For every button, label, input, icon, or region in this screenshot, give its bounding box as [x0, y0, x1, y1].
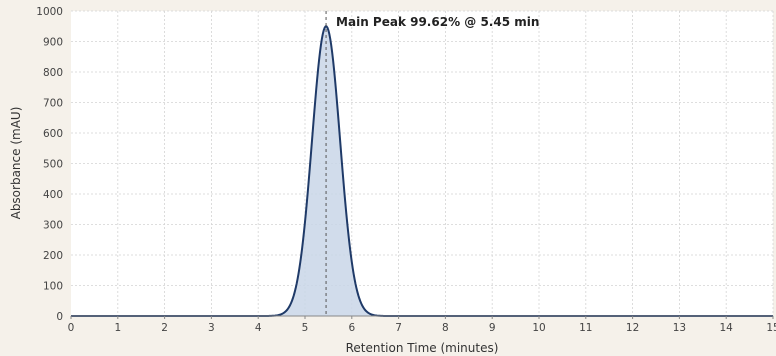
x-tick-label: 12	[626, 322, 639, 334]
x-tick-label: 6	[348, 322, 355, 334]
y-tick-label: 900	[43, 37, 63, 49]
y-tick-label: 700	[43, 98, 63, 110]
x-tick-label: 14	[720, 322, 734, 334]
x-tick-label: 7	[395, 322, 402, 334]
y-tick-label: 300	[43, 220, 63, 232]
x-tick-label: 3	[208, 322, 215, 334]
x-tick-label: 4	[255, 322, 262, 334]
x-tick-label: 0	[68, 322, 75, 334]
x-tick-label: 9	[489, 322, 496, 334]
x-tick-label: 13	[673, 322, 686, 334]
y-axis-label: Absorbance (mAU)	[9, 107, 23, 220]
x-tick-label: 10	[532, 322, 545, 334]
x-axis-ticks: 0123456789101112131415	[68, 316, 776, 334]
x-tick-label: 2	[161, 322, 168, 334]
y-tick-label: 1000	[36, 6, 63, 18]
y-tick-label: 400	[43, 189, 63, 201]
y-tick-label: 200	[43, 250, 63, 262]
x-tick-label: 8	[442, 322, 449, 334]
y-tick-label: 600	[43, 128, 63, 140]
y-axis-ticks: 0 100 200 300 400 500 600 700 800 900 1000	[36, 6, 63, 323]
y-tick-label: 800	[43, 67, 63, 79]
x-tick-label: 15	[766, 322, 776, 334]
y-tick-label: 500	[43, 159, 63, 171]
y-tick-label: 0	[56, 311, 63, 323]
y-tick-label: 100	[43, 281, 63, 293]
x-tick-label: 5	[302, 322, 309, 334]
x-tick-label: 11	[579, 322, 592, 334]
x-tick-label: 1	[114, 322, 121, 334]
grid	[71, 10, 774, 316]
peak-annotation: Main Peak 99.62% @ 5.45 min	[336, 15, 539, 29]
x-axis-label: Retention Time (minutes)	[346, 341, 499, 355]
